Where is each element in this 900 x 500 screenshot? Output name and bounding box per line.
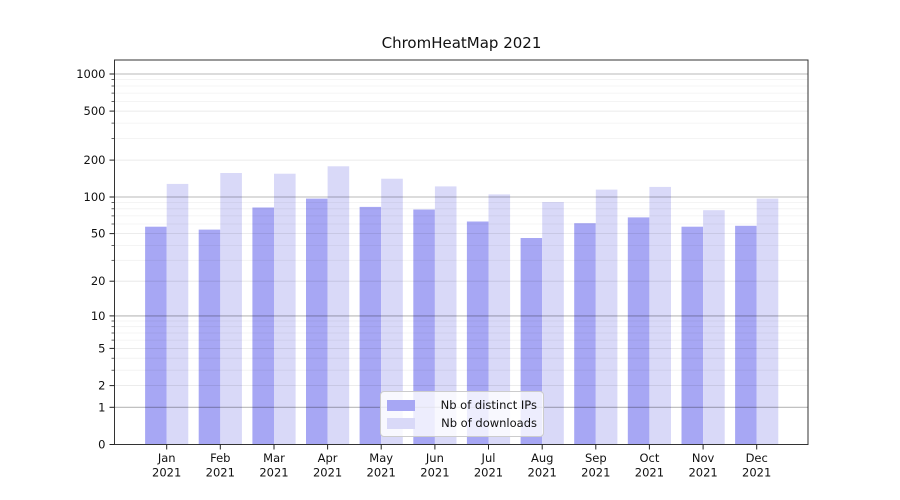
y-tick-label-1: 1	[98, 400, 105, 414]
y-tick-label-0: 0	[98, 438, 105, 452]
legend-item-distinct-ips: Nb of distinct IPs	[387, 398, 537, 412]
y-tick-label-500: 500	[84, 104, 106, 118]
bar-downloads-may	[381, 178, 403, 445]
x-tick-label-oct-year: 2021	[635, 466, 664, 480]
x-tick-label-nov: Nov	[692, 451, 715, 465]
bar-ips-feb	[198, 229, 221, 445]
y-tick-label-2: 2	[98, 379, 105, 393]
x-tick-label-apr-year: 2021	[313, 466, 342, 480]
bar-downloads-sep	[595, 189, 618, 445]
bar-ips-jan	[145, 226, 167, 445]
bar-downloads-oct	[649, 186, 671, 445]
bar-downloads-jun	[434, 186, 457, 445]
x-tick-label-jun-year: 2021	[420, 466, 449, 480]
x-tick-label-mar: Mar	[263, 451, 285, 465]
x-tick-label-jun: Jun	[425, 451, 444, 465]
bar-downloads-apr	[327, 166, 350, 445]
bar-ips-sep	[574, 223, 596, 445]
bar-downloads-mar	[274, 173, 296, 445]
bar-ips-oct	[627, 217, 650, 445]
bar-ips-nov	[681, 226, 704, 445]
x-tick-label-jul: Jul	[481, 451, 496, 465]
y-tick-label-100: 100	[84, 190, 106, 204]
y-tick-label-20: 20	[91, 274, 106, 288]
bar-downloads-aug	[542, 202, 564, 445]
y-tick-label-1000: 1000	[76, 67, 105, 81]
x-tick-label-oct: Oct	[639, 451, 659, 465]
legend-label-downloads: Nb of downloads	[441, 416, 537, 430]
bar-downloads-jan	[166, 183, 189, 445]
bar-ips-apr	[306, 198, 328, 445]
plot-frame	[114, 59, 809, 445]
x-tick-label-feb-year: 2021	[206, 466, 235, 480]
x-tick-label-jan-year: 2021	[152, 466, 181, 480]
x-tick-label-aug-year: 2021	[528, 466, 557, 480]
y-tick-label-200: 200	[84, 153, 106, 167]
x-tick-label-jan: Jan	[157, 451, 176, 465]
bar-downloads-jul	[488, 194, 511, 445]
legend: Nb of distinct IPs Nb of downloads	[380, 391, 544, 437]
x-tick-label-dec-year: 2021	[742, 466, 771, 480]
y-tick-label-10: 10	[91, 309, 106, 323]
legend-swatch-distinct-ips	[387, 399, 415, 411]
y-tick-label-50: 50	[91, 227, 106, 241]
legend-item-downloads: Nb of downloads	[387, 416, 537, 430]
y-tick-label-5: 5	[98, 341, 105, 355]
legend-label-distinct-ips: Nb of distinct IPs	[440, 398, 537, 412]
x-tick-label-sep: Sep	[585, 451, 607, 465]
bar-downloads-nov	[703, 210, 725, 445]
x-tick-label-apr: Apr	[318, 451, 338, 465]
bar-downloads-feb	[220, 173, 242, 445]
x-tick-label-jul-year: 2021	[474, 466, 503, 480]
x-tick-label-aug: Aug	[531, 451, 553, 465]
x-tick-label-feb: Feb	[210, 451, 230, 465]
x-tick-label-dec: Dec	[746, 451, 768, 465]
x-tick-label-may: May	[369, 451, 393, 465]
bar-downloads-dec	[756, 198, 779, 445]
bar-ips-may	[359, 206, 382, 445]
bar-ips-jun	[413, 209, 435, 445]
legend-swatch-downloads	[387, 417, 415, 429]
bar-ips-mar	[252, 207, 274, 445]
x-tick-label-sep-year: 2021	[581, 466, 610, 480]
bar-ips-jul	[466, 221, 489, 445]
x-tick-label-may-year: 2021	[367, 466, 396, 480]
bar-ips-dec	[735, 225, 757, 445]
chart-title: ChromHeatMap 2021	[381, 34, 542, 52]
x-tick-label-mar-year: 2021	[259, 466, 288, 480]
x-tick-label-nov-year: 2021	[688, 466, 717, 480]
